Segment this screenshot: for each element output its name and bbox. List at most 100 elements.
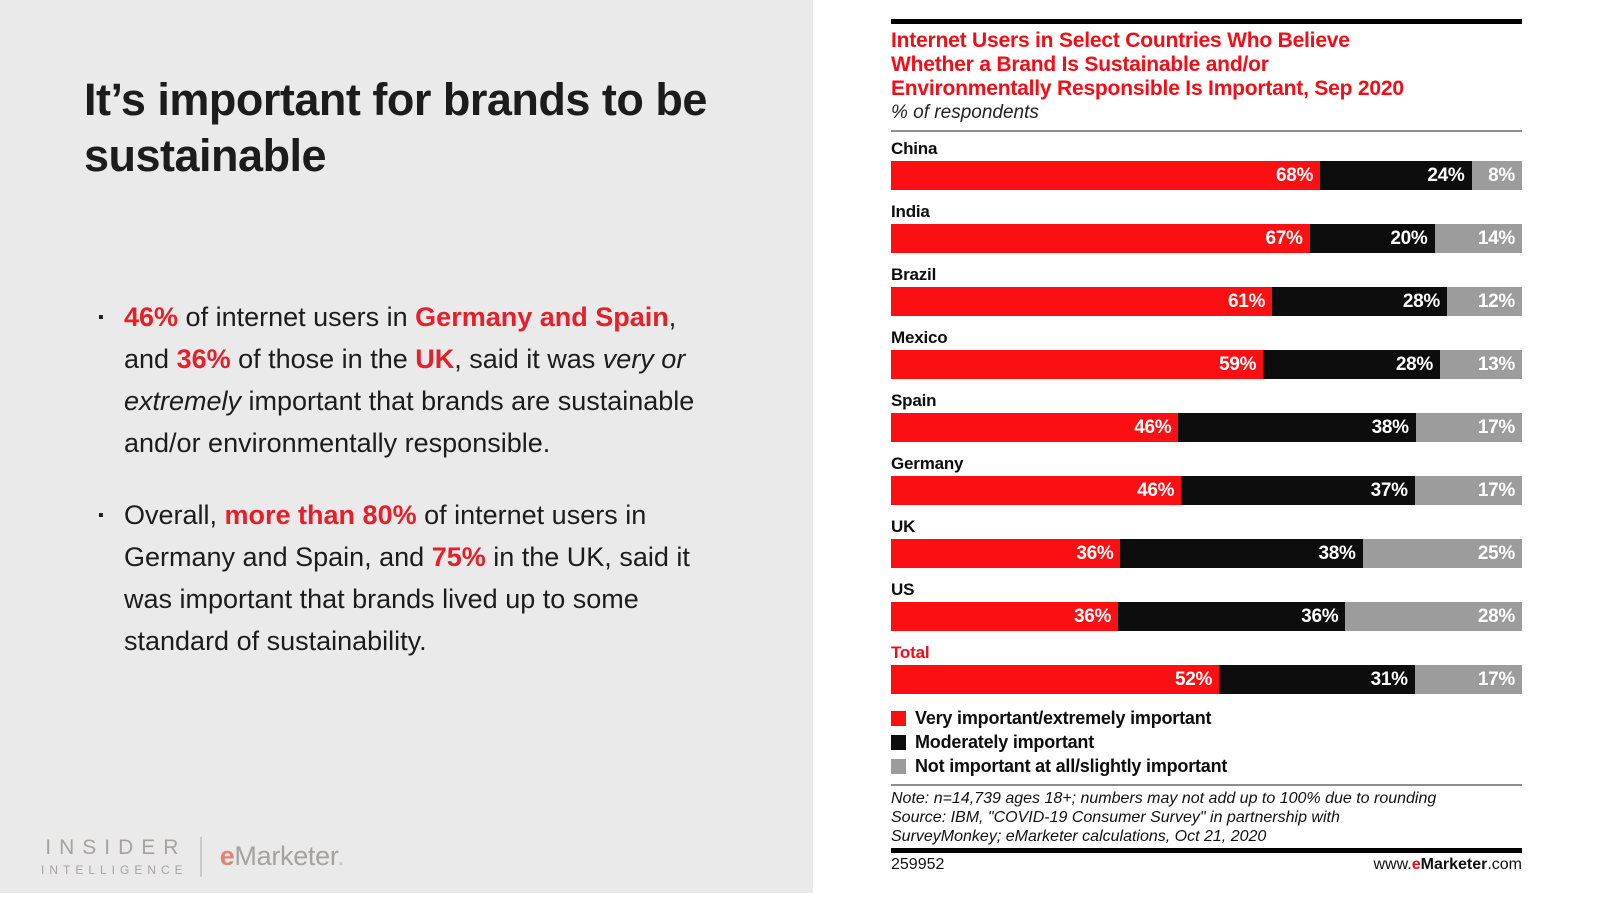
stacked-bar: 68% 24% 8% bbox=[891, 161, 1522, 190]
url-marketer: Marketer bbox=[1420, 856, 1488, 873]
bullet-segment: , said it was bbox=[454, 344, 603, 374]
chart-legend: Very important/extremely important Modera… bbox=[891, 706, 1522, 778]
url-prefix: www. bbox=[1373, 856, 1412, 873]
bar-value-label: 52% bbox=[1174, 668, 1213, 690]
chart-panel: Internet Users in Select Countries Who B… bbox=[891, 0, 1522, 874]
chart-bottom-rule bbox=[891, 848, 1522, 853]
bar-value-label: 59% bbox=[1219, 353, 1257, 375]
bar-segment-moderately-important: 38% bbox=[1178, 413, 1416, 442]
url-suffix: .com bbox=[1487, 856, 1522, 873]
bullet-item-1: ▪ 46% of internet users in Germany and Sp… bbox=[98, 296, 714, 464]
bullet-segment: , and bbox=[124, 302, 677, 374]
bar-value-label: 61% bbox=[1227, 290, 1266, 312]
bar-segment-not-important: 17% bbox=[1415, 413, 1522, 442]
bullet-segment: of internet users in bbox=[178, 302, 416, 332]
category-label: Germany bbox=[891, 454, 964, 473]
bar-segment-very-important: 36% bbox=[891, 602, 1119, 631]
bar-value-label: 31% bbox=[1370, 668, 1408, 690]
bullet-segment: of those in the bbox=[230, 344, 416, 374]
stacked-bar: 36% 38% 25% bbox=[891, 539, 1522, 568]
bar-segment-very-important: 36% bbox=[891, 539, 1121, 568]
category-label: US bbox=[891, 580, 915, 599]
bar-segment-moderately-important: 31% bbox=[1219, 665, 1415, 694]
bar-segment-very-important: 67% bbox=[891, 224, 1310, 253]
bar-segment-moderately-important: 24% bbox=[1320, 161, 1472, 190]
intelligence-text: INTELLIGENCE bbox=[41, 863, 188, 877]
insider-text: INSIDER bbox=[45, 836, 187, 859]
chart-row-brazil: Brazil 61% 28% 12% bbox=[891, 265, 1522, 316]
bar-value-label: 25% bbox=[1477, 542, 1515, 564]
category-label: UK bbox=[891, 517, 916, 536]
category-label: Total bbox=[891, 643, 930, 662]
chart-row-uk: UK 36% 38% 25% bbox=[891, 517, 1522, 568]
legend-item-not-important: Not important at all/slightly important bbox=[891, 754, 1522, 778]
bar-segment-not-important: 8% bbox=[1471, 161, 1522, 190]
bar-value-label: 12% bbox=[1477, 290, 1515, 312]
bullet-segment: 36% bbox=[176, 344, 231, 374]
bar-segment-not-important: 28% bbox=[1345, 602, 1522, 631]
stacked-bar: 61% 28% 12% bbox=[891, 287, 1522, 316]
bar-value-label: 17% bbox=[1477, 416, 1515, 438]
chart-title-line: Environmentally Responsible Is Important… bbox=[891, 77, 1404, 100]
bullet-text: 46% of internet users in Germany and Spa… bbox=[124, 296, 710, 464]
chart-title-line: Whether a Brand Is Sustainable and/or bbox=[891, 53, 1269, 76]
bullet-segment: in the UK, said it was important that br… bbox=[124, 542, 690, 656]
bar-value-label: 24% bbox=[1427, 164, 1465, 186]
bar-value-label: 46% bbox=[1134, 416, 1172, 438]
bar-segment-very-important: 46% bbox=[891, 413, 1179, 442]
category-label: China bbox=[891, 139, 938, 158]
bar-value-label: 14% bbox=[1477, 227, 1515, 249]
emarketer-dot: . bbox=[337, 841, 345, 871]
bar-value-label: 38% bbox=[1318, 542, 1356, 564]
bar-value-label: 46% bbox=[1137, 479, 1175, 501]
insider-intelligence-wordmark: INSIDER INTELLIGENCE bbox=[36, 836, 188, 877]
bullet-text: Overall, more than 80% of internet users… bbox=[124, 494, 710, 662]
bar-segment-not-important: 17% bbox=[1414, 476, 1522, 505]
bar-value-label: 36% bbox=[1301, 605, 1339, 627]
bullet-list: ▪ 46% of internet users in Germany and Sp… bbox=[98, 296, 714, 692]
stacked-bar: 46% 37% 17% bbox=[891, 476, 1522, 505]
chart-id: 259952 bbox=[891, 856, 945, 873]
bullet-marker: ▪ bbox=[98, 309, 104, 326]
legend-item-moderately-important: Moderately important bbox=[891, 730, 1522, 754]
bullet-marker: ▪ bbox=[98, 507, 104, 524]
bullet-segment: important that brands are sustainable an… bbox=[124, 386, 695, 458]
bar-segment-moderately-important: 20% bbox=[1309, 224, 1435, 253]
bar-value-label: 36% bbox=[1074, 605, 1112, 627]
bar-segment-not-important: 14% bbox=[1434, 224, 1522, 253]
bar-value-label: 37% bbox=[1370, 479, 1408, 501]
logo-divider bbox=[199, 836, 202, 877]
bullet-segment: 46% bbox=[124, 302, 179, 332]
stacked-bar: 52% 31% 17% bbox=[891, 665, 1522, 694]
chart-footer: 259952 www.eMarketer.com bbox=[891, 856, 1522, 874]
chart-row-us: US 36% 36% 28% bbox=[891, 580, 1522, 631]
legend-label: Very important/extremely important bbox=[915, 707, 1212, 728]
bullet-segment: Overall, bbox=[124, 500, 225, 530]
stacked-bar: 67% 20% 14% bbox=[891, 224, 1522, 253]
bar-segment-moderately-important: 37% bbox=[1181, 476, 1415, 505]
emarketer-rest: Marketer bbox=[234, 841, 338, 871]
slide-title: It’s important for brands to be sustaina… bbox=[84, 74, 707, 181]
chart-row-china: China 68% 24% 8% bbox=[891, 139, 1522, 190]
bullet-segment: Germany and Spain bbox=[415, 302, 669, 332]
chart-notes-rule bbox=[891, 784, 1522, 786]
bar-segment-not-important: 17% bbox=[1414, 665, 1522, 694]
bar-segment-moderately-important: 36% bbox=[1118, 602, 1346, 631]
chart-top-rule bbox=[891, 19, 1522, 24]
bar-value-label: 36% bbox=[1076, 542, 1114, 564]
bar-value-label: 20% bbox=[1390, 227, 1428, 249]
stacked-bar: 36% 36% 28% bbox=[891, 602, 1522, 631]
bar-value-label: 28% bbox=[1402, 290, 1441, 312]
bar-segment-not-important: 25% bbox=[1362, 539, 1522, 568]
bullet-segment: UK bbox=[415, 344, 455, 374]
category-label: India bbox=[891, 202, 930, 221]
legend-label: Moderately important bbox=[915, 731, 1095, 752]
bar-segment-very-important: 52% bbox=[891, 665, 1220, 694]
category-label: Spain bbox=[891, 391, 937, 410]
bullet-item-2: ▪ Overall, more than 80% of internet user… bbox=[98, 494, 714, 662]
legend-item-very-important: Very important/extremely important bbox=[891, 706, 1522, 730]
bar-value-label: 38% bbox=[1371, 416, 1409, 438]
chart-rows: China 68% 24% 8% India 67% 20% 14% Brazil 61% 28% 1… bbox=[891, 139, 1522, 694]
bar-segment-very-important: 61% bbox=[891, 287, 1273, 316]
